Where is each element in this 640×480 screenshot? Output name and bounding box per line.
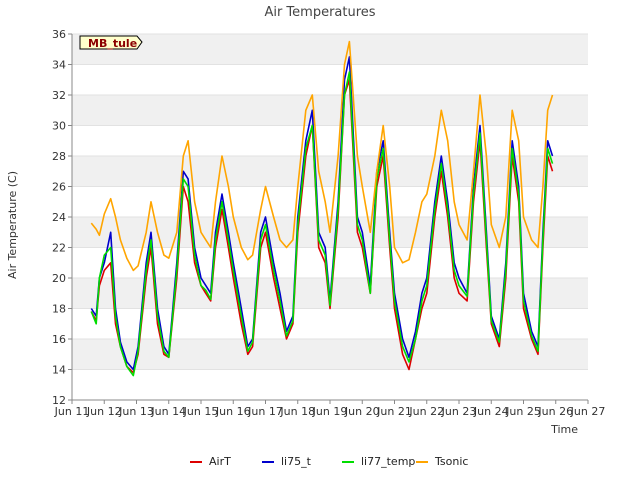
station-label: MB_tule <box>88 37 137 50</box>
y-axis-label: Air Temperature (C) <box>6 171 19 279</box>
x-tick-label: Jun 14 <box>150 405 186 418</box>
y-tick-label: 24 <box>52 211 66 224</box>
x-tick-label: Jun 20 <box>344 405 380 418</box>
y-tick-label: 14 <box>52 364 66 377</box>
legend-label: li77_temp <box>361 455 415 468</box>
series-lines <box>90 40 554 377</box>
x-tick-label: Jun 21 <box>376 405 412 418</box>
x-tick-label: Jun 27 <box>570 405 606 418</box>
y-tick-label: 20 <box>52 272 66 285</box>
legend-item: li75_t <box>262 455 312 468</box>
y-tick-label: 16 <box>52 333 66 346</box>
x-tick-label: Jun 12 <box>86 405 122 418</box>
y-tick-label: 36 <box>52 28 66 41</box>
x-axis-label: Time <box>550 423 578 436</box>
x-tick-label: Jun 17 <box>247 405 283 418</box>
chart-title: Air Temperatures <box>264 5 375 20</box>
grid-band <box>72 95 588 126</box>
legend-item: li77_temp <box>342 455 415 468</box>
y-tick-label: 28 <box>52 150 66 163</box>
y-tick-label: 30 <box>52 120 66 133</box>
series-line-li77-temp <box>90 71 554 377</box>
y-tick-label: 34 <box>52 59 66 72</box>
station-tag: MB_tule <box>79 35 143 50</box>
legend: AirT li75_t li77_temp Tsonic <box>190 455 468 468</box>
legend-label: AirT <box>209 455 231 468</box>
y-tick-label: 12 <box>52 394 66 407</box>
x-tick-label: Jun 22 <box>408 405 444 418</box>
x-tick-label: Jun 18 <box>279 405 315 418</box>
grid-band <box>72 156 588 187</box>
legend-item: AirT <box>190 455 231 468</box>
x-tick-label: Jun 16 <box>215 405 251 418</box>
grid-band <box>72 34 588 65</box>
grid-bands <box>72 33 588 401</box>
x-tick-label: Jun 26 <box>537 405 573 418</box>
x-tick-label: Jun 15 <box>183 405 219 418</box>
series-line-tsonic <box>90 40 554 272</box>
x-tick-label: Jun 25 <box>505 405 541 418</box>
x-tick-label: Jun 23 <box>441 405 477 418</box>
x-tick-label: Jun 11 <box>54 405 90 418</box>
x-tick-label: Jun 24 <box>473 405 509 418</box>
x-tick-label: Jun 19 <box>312 405 348 418</box>
legend-label: li75_t <box>281 455 312 468</box>
legend-item: Tsonic <box>416 455 468 468</box>
x-tick-label: Jun 13 <box>118 405 154 418</box>
y-tick-label: 22 <box>52 242 66 255</box>
legend-label: Tsonic <box>434 455 468 468</box>
y-tick-label: 32 <box>52 89 66 102</box>
y-axis-ticks: 12 14 16 18 20 22 24 26 28 30 32 34 36 <box>52 28 72 407</box>
y-tick-label: 18 <box>52 303 66 316</box>
grid-band <box>72 339 588 370</box>
y-tick-label: 26 <box>52 181 66 194</box>
